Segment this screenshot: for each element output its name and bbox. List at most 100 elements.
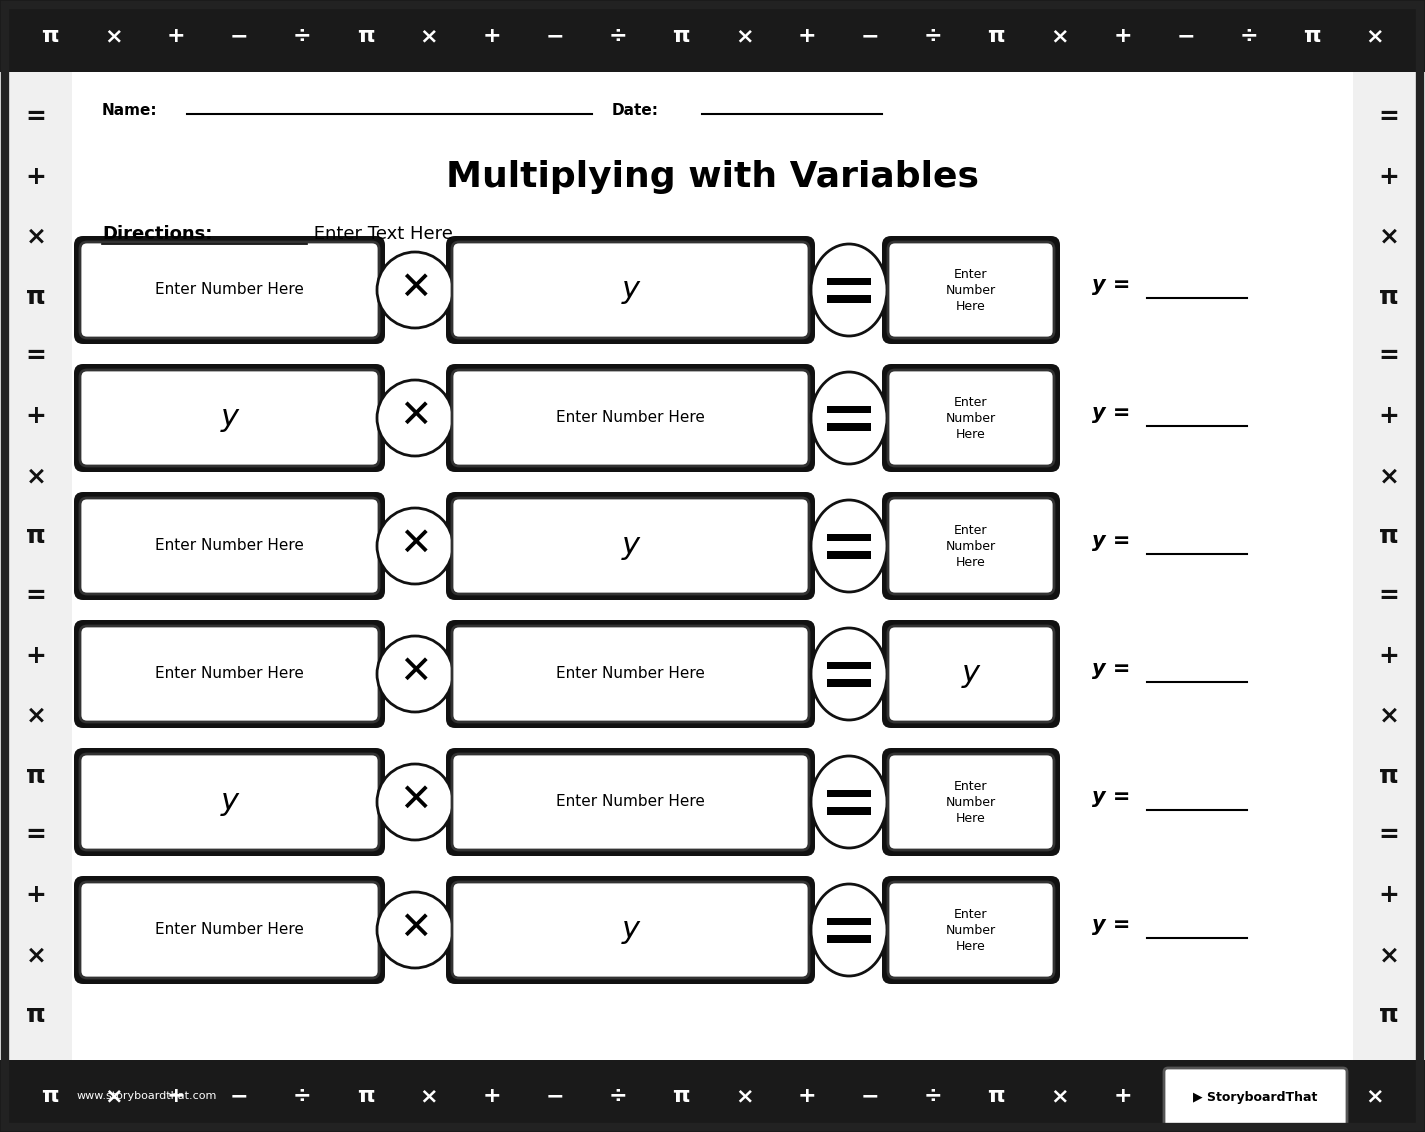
Ellipse shape xyxy=(811,500,886,592)
Text: +: + xyxy=(26,404,47,428)
Text: π: π xyxy=(988,26,1005,46)
FancyBboxPatch shape xyxy=(446,620,815,728)
FancyBboxPatch shape xyxy=(826,533,871,541)
FancyBboxPatch shape xyxy=(446,492,815,600)
Text: π: π xyxy=(356,1086,375,1106)
Text: −: − xyxy=(546,26,564,46)
Text: Name:: Name: xyxy=(103,103,158,118)
Circle shape xyxy=(378,636,453,712)
Text: ×: × xyxy=(26,225,47,249)
Text: Enter Number Here: Enter Number Here xyxy=(155,283,304,298)
Text: ×: × xyxy=(1378,943,1399,967)
Text: +: + xyxy=(167,1086,185,1106)
FancyBboxPatch shape xyxy=(888,498,1054,594)
Text: Date:: Date: xyxy=(611,103,658,118)
Text: =: = xyxy=(1378,105,1399,129)
Text: π: π xyxy=(1302,26,1321,46)
Text: y =: y = xyxy=(1092,403,1130,423)
Text: +: + xyxy=(1378,165,1399,189)
Text: +: + xyxy=(26,165,47,189)
FancyBboxPatch shape xyxy=(826,405,871,413)
Text: −: − xyxy=(229,1086,248,1106)
Text: Enter
Number
Here: Enter Number Here xyxy=(946,908,996,952)
Text: ×: × xyxy=(26,704,47,728)
FancyBboxPatch shape xyxy=(74,876,385,984)
Text: π: π xyxy=(41,1086,58,1106)
FancyBboxPatch shape xyxy=(0,1060,1425,1132)
FancyBboxPatch shape xyxy=(882,748,1060,856)
Text: =: = xyxy=(1378,344,1399,369)
Text: ×: × xyxy=(735,26,754,46)
Text: ×: × xyxy=(1365,1086,1384,1106)
Text: =: = xyxy=(26,584,47,608)
Text: ÷: ÷ xyxy=(1240,1086,1258,1106)
Circle shape xyxy=(378,764,453,840)
Text: +: + xyxy=(1378,404,1399,428)
Text: Enter Number Here: Enter Number Here xyxy=(556,411,705,426)
FancyBboxPatch shape xyxy=(80,370,379,466)
Text: ÷: ÷ xyxy=(608,1086,627,1106)
FancyBboxPatch shape xyxy=(826,661,871,669)
FancyBboxPatch shape xyxy=(80,626,379,722)
Text: ÷: ÷ xyxy=(923,26,943,46)
Text: −: − xyxy=(546,1086,564,1106)
Ellipse shape xyxy=(811,628,886,720)
Text: π: π xyxy=(1379,763,1399,788)
Text: +: + xyxy=(1113,1086,1131,1106)
FancyBboxPatch shape xyxy=(452,242,809,338)
Text: +: + xyxy=(167,26,185,46)
Text: ×: × xyxy=(419,1086,437,1106)
Text: −: − xyxy=(861,1086,879,1106)
Text: ✕: ✕ xyxy=(399,909,432,947)
Text: y: y xyxy=(221,403,238,432)
FancyBboxPatch shape xyxy=(826,789,871,797)
Text: Directions:: Directions: xyxy=(103,225,212,243)
Text: =: = xyxy=(26,823,47,848)
Text: y =: y = xyxy=(1092,915,1130,935)
Text: www.storyboardthat.com: www.storyboardthat.com xyxy=(77,1091,218,1101)
Text: ✕: ✕ xyxy=(399,269,432,307)
FancyBboxPatch shape xyxy=(446,235,815,344)
Text: +: + xyxy=(482,1086,502,1106)
Text: y =: y = xyxy=(1092,787,1130,807)
FancyBboxPatch shape xyxy=(452,882,809,978)
FancyBboxPatch shape xyxy=(826,295,871,302)
Text: π: π xyxy=(26,524,46,548)
FancyBboxPatch shape xyxy=(826,918,871,925)
Text: y: y xyxy=(962,660,980,688)
FancyBboxPatch shape xyxy=(826,935,871,943)
Text: y: y xyxy=(221,788,238,816)
FancyBboxPatch shape xyxy=(826,807,871,815)
Text: ×: × xyxy=(1050,1086,1069,1106)
Text: −: − xyxy=(1177,26,1196,46)
FancyBboxPatch shape xyxy=(73,72,1352,1060)
Text: +: + xyxy=(26,883,47,907)
FancyBboxPatch shape xyxy=(882,620,1060,728)
FancyBboxPatch shape xyxy=(1352,72,1425,1060)
FancyBboxPatch shape xyxy=(452,370,809,466)
Text: ×: × xyxy=(419,26,437,46)
Text: y =: y = xyxy=(1092,275,1130,295)
Circle shape xyxy=(378,892,453,968)
Text: π: π xyxy=(1302,1086,1321,1106)
FancyBboxPatch shape xyxy=(882,876,1060,984)
FancyBboxPatch shape xyxy=(826,551,871,558)
Text: y =: y = xyxy=(1092,659,1130,679)
Text: y: y xyxy=(621,916,640,944)
Text: π: π xyxy=(988,1086,1005,1106)
FancyBboxPatch shape xyxy=(882,235,1060,344)
FancyBboxPatch shape xyxy=(826,679,871,686)
Text: π: π xyxy=(1379,524,1399,548)
Text: ✕: ✕ xyxy=(399,653,432,691)
FancyBboxPatch shape xyxy=(446,748,815,856)
Text: =: = xyxy=(26,105,47,129)
Text: −: − xyxy=(229,26,248,46)
Text: +: + xyxy=(482,26,502,46)
Text: π: π xyxy=(673,26,690,46)
Text: Enter
Number
Here: Enter Number Here xyxy=(946,780,996,824)
Text: +: + xyxy=(26,644,47,668)
Text: ×: × xyxy=(104,1086,123,1106)
Text: π: π xyxy=(1379,1003,1399,1027)
Text: +: + xyxy=(1378,644,1399,668)
Text: π: π xyxy=(26,763,46,788)
